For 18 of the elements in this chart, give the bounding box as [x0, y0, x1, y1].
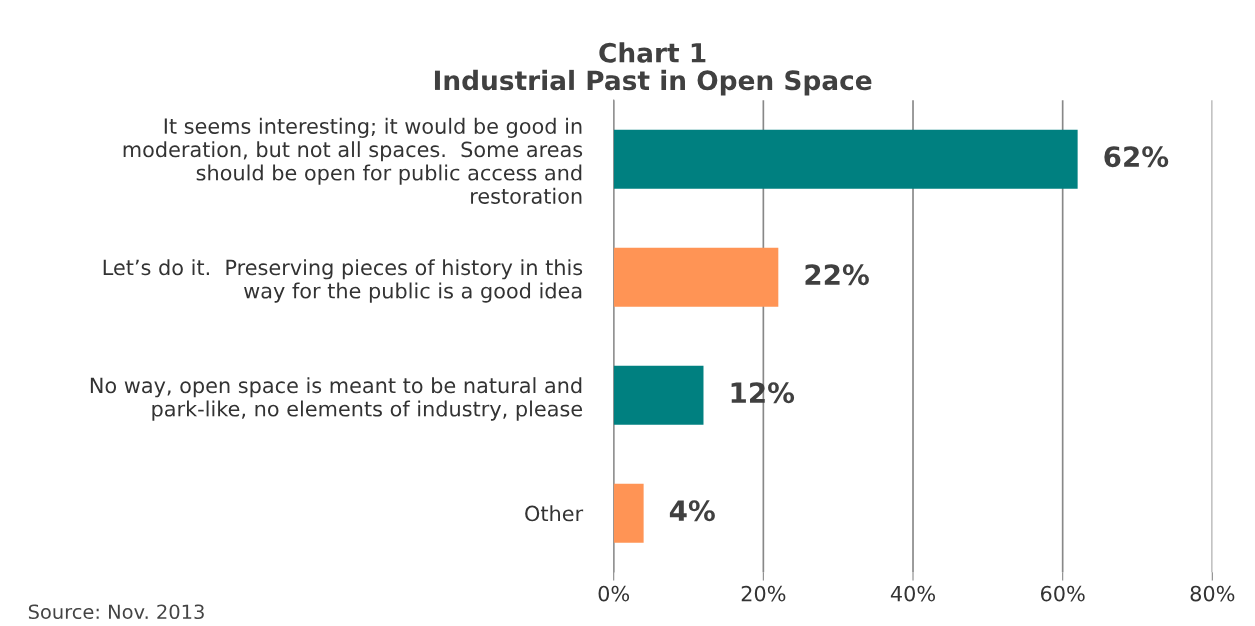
bar — [613, 129, 1078, 189]
data-label: 22% — [805, 264, 869, 286]
x-tick-label: 20% — [741, 585, 786, 602]
source-note: Source: Nov. 2013 — [28, 604, 204, 620]
data-label: 4% — [669, 500, 715, 522]
y-tick-label: It seems interesting; it would be good in moderation, but not all spaces. Some areas should be open for public access and restoration — [123, 117, 583, 204]
x-tick-label: 0% — [598, 585, 630, 602]
bar — [613, 247, 779, 307]
x-tick-label: 80% — [1190, 585, 1235, 602]
y-tick-label: Let’s do it. Preserving pieces of history in this way for the public is a good idea — [103, 259, 583, 303]
bar — [613, 365, 704, 425]
bar — [613, 483, 644, 543]
x-tick-label: 60% — [1040, 585, 1085, 602]
y-tick-label: Other — [525, 505, 584, 522]
y-tick-label: No way, open space is meant to be natural and park-like, no elements of industry, please — [90, 377, 583, 421]
x-tick-label: 40% — [890, 585, 936, 602]
data-label: 62% — [1104, 146, 1169, 168]
chart-title: Chart 1 Industrial Past in Open Space — [434, 42, 872, 96]
